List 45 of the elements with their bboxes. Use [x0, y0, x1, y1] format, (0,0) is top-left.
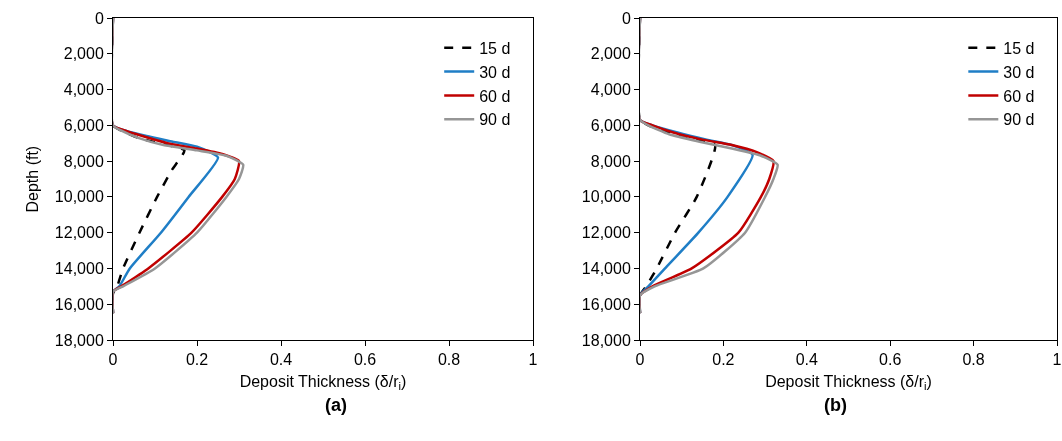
y-tick-label: 14,000: [54, 260, 104, 278]
legend-label: 90 d: [1003, 111, 1035, 129]
legend-label: 30 d: [479, 63, 511, 81]
y-tick-label: 12,000: [54, 224, 104, 242]
x-tick-label: 0: [108, 351, 118, 369]
y-tick-label: 18,000: [54, 331, 104, 349]
y-tick-label: 6,000: [590, 116, 631, 134]
y-tick-label: 2,000: [63, 45, 104, 63]
y-tick-label: 0: [94, 9, 104, 27]
y-tick-label: 2,000: [590, 45, 631, 63]
x-axis-title: Deposit Thickness (δ/r$_{i}$): [239, 372, 407, 393]
x-tick-label: 0.8: [437, 351, 461, 369]
x-tick-label: 0.4: [269, 351, 293, 369]
text: (a): [325, 395, 347, 415]
y-tick-label: 8,000: [63, 152, 104, 170]
x-tick-label: 0.2: [185, 351, 209, 369]
y-tick-label: 10,000: [54, 188, 104, 206]
legend-label: 60 d: [479, 87, 511, 105]
x-axis-title: Deposit Thickness (δ/r$_{i}$): [765, 372, 932, 393]
legend-label: 30 d: [1003, 63, 1035, 81]
y-tick-label: 16,000: [581, 295, 631, 313]
legend-label: 60 d: [1003, 87, 1035, 105]
y-tick-label: 6,000: [63, 116, 104, 134]
x-tick-label: 0.4: [795, 351, 819, 369]
y-tick-label: 4,000: [63, 81, 104, 99]
legend-label: 15 d: [479, 40, 511, 58]
y-tick-label: 0: [621, 9, 631, 27]
text: (b): [824, 395, 847, 415]
y-tick-label: 10,000: [581, 188, 631, 206]
y-tick-label: 18,000: [581, 331, 631, 349]
x-tick-label: 0.2: [712, 351, 735, 369]
y-axis-title: Depth (ft): [23, 145, 41, 213]
y-tick-label: 14,000: [581, 260, 631, 278]
x-tick-label: 0.6: [353, 351, 377, 369]
x-tick-label: 1: [1052, 351, 1062, 369]
legend-label: 90 d: [479, 111, 511, 129]
x-tick-label: 1: [528, 351, 538, 369]
y-tick-label: 4,000: [590, 81, 631, 99]
x-tick-label: 0.6: [879, 351, 902, 369]
y-tick-label: 16,000: [54, 295, 104, 313]
x-tick-label: 0.8: [962, 351, 985, 369]
y-tick-label: 8,000: [590, 152, 631, 170]
x-tick-label: 0: [635, 351, 645, 369]
y-tick-label: 12,000: [581, 224, 631, 242]
legend-label: 15 d: [1003, 40, 1035, 58]
